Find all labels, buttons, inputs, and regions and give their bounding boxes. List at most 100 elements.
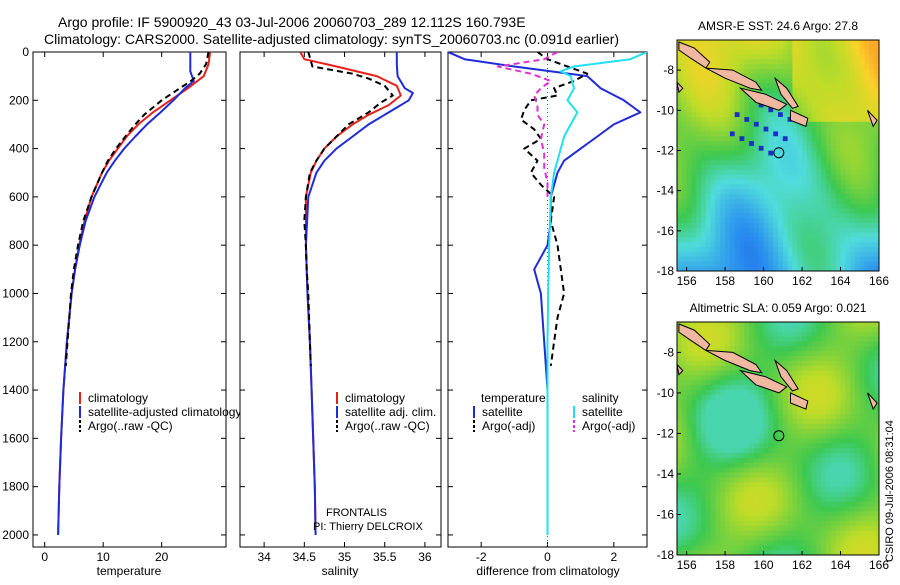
sst_map-cell xyxy=(696,150,702,157)
sst_map-cell xyxy=(701,251,707,258)
sla_map-field-group xyxy=(677,322,879,555)
sst_map-cell xyxy=(874,213,879,219)
sla_map-cell xyxy=(782,428,789,435)
sst_map-cell xyxy=(729,266,736,271)
sst_map-cell xyxy=(773,256,779,262)
sst_map-cell xyxy=(725,102,731,108)
sst_map-cell xyxy=(816,203,822,210)
sst_map-cell xyxy=(744,232,750,238)
sla_map-cell xyxy=(864,423,870,430)
sla_map-cell xyxy=(715,438,721,444)
sla_map-cell xyxy=(705,501,712,508)
sla_map-frame xyxy=(676,321,880,556)
sla_map-cell xyxy=(758,322,765,328)
sst_map-cell xyxy=(778,237,784,243)
sst_map-cell xyxy=(753,237,760,243)
sla_map-cell xyxy=(744,385,750,391)
sst_map-cell xyxy=(739,198,745,205)
sla_map-cell xyxy=(811,331,818,338)
sst_map-cell xyxy=(753,126,760,133)
sla_map-cell xyxy=(778,346,784,352)
sla_map-cell xyxy=(802,326,808,333)
sst_map-xtick-label: 158 xyxy=(715,274,735,288)
sla_map-cell xyxy=(753,530,760,537)
sla_map-cell xyxy=(744,380,750,386)
sla_map-cell xyxy=(792,506,798,512)
sla_map-cell xyxy=(696,423,702,430)
sla_map-cell xyxy=(701,414,707,420)
sla_map-cell xyxy=(739,540,745,546)
sst_map-cell xyxy=(797,203,803,210)
sst_map-cell xyxy=(845,251,851,258)
sst_map-cell xyxy=(691,141,697,147)
sst_map-cell xyxy=(830,256,837,262)
sst_map-cell xyxy=(734,203,741,210)
sst_map-cell xyxy=(830,83,837,89)
sla_map-cell xyxy=(729,467,736,474)
sst_map-cell xyxy=(850,232,856,238)
sla_map-cell xyxy=(874,351,879,357)
sla_map-cell xyxy=(797,467,803,474)
sla_map-cell xyxy=(734,375,741,381)
sst_map-cell xyxy=(677,155,683,161)
sst_map-cell xyxy=(874,40,879,46)
sla_map-cell xyxy=(691,370,697,376)
sla_map-cell xyxy=(840,501,846,508)
sst_map-cell xyxy=(739,49,745,56)
sla_map-cell xyxy=(739,438,745,444)
sla_map-cell xyxy=(845,326,851,333)
sst_map-cell xyxy=(686,242,693,248)
sst_map-cell xyxy=(869,155,875,161)
sla_map-cell xyxy=(763,530,769,537)
sla_map-cell xyxy=(802,511,808,517)
sla_map-cell xyxy=(739,409,745,415)
sst_map-cell xyxy=(792,121,798,128)
sla_map-cell xyxy=(850,394,856,401)
sst_map-cell xyxy=(744,203,750,210)
sst_map-cell xyxy=(744,251,750,258)
sla_map-cell xyxy=(710,482,717,488)
sst_map-cell xyxy=(854,198,861,205)
salinity-panel: 34 34.5 35 35.5 36salinityclimatologysatelli… xyxy=(239,51,442,578)
sst_map-island-1 xyxy=(705,67,763,91)
sla_map-cell xyxy=(720,530,726,537)
sla_map-cell xyxy=(835,360,842,367)
sla_map-cell xyxy=(811,433,818,440)
sst_map-cell xyxy=(739,83,745,89)
sst_map-cell xyxy=(720,112,726,118)
sla_map-cell xyxy=(782,462,789,469)
sla_map-cell xyxy=(734,516,741,522)
sst_map-cell xyxy=(701,194,707,200)
sst_map-cell xyxy=(710,107,717,113)
sst_map-cell xyxy=(802,73,808,80)
sst_map-cell xyxy=(869,59,875,65)
sst_map-cell xyxy=(835,88,842,94)
sst_map-cell xyxy=(705,145,712,152)
sst_map-cell xyxy=(705,189,712,195)
sst_map-cell xyxy=(782,203,789,210)
sst_map-cell xyxy=(859,184,866,190)
sst_map-cell xyxy=(850,222,856,229)
sla_map-cell xyxy=(874,433,879,440)
sla_map-cell xyxy=(701,423,707,430)
sla_map-cell xyxy=(864,506,870,512)
sla_map-cell xyxy=(874,370,879,376)
sla_map-cell xyxy=(715,501,721,508)
sla_map-cell xyxy=(864,545,870,551)
sst_map-cell xyxy=(725,145,731,152)
sla_map-cell xyxy=(869,525,875,532)
sst_map-cell xyxy=(782,222,789,229)
sla_map-cell xyxy=(782,399,789,406)
sla_map-cell xyxy=(864,501,870,508)
sst_map-cell xyxy=(826,160,832,166)
sla_map-cell xyxy=(787,336,794,343)
sst_map-cell xyxy=(677,184,683,190)
sla_map-cell xyxy=(681,457,688,464)
sst_map-cell xyxy=(725,78,731,84)
sla_map-cell xyxy=(778,419,784,425)
sst_map-cell xyxy=(816,54,822,60)
sst_map-ytick-label: -12 xyxy=(657,143,675,157)
sst_map-cell xyxy=(778,266,784,271)
sla_map-cell xyxy=(802,394,808,401)
sla_map-cell xyxy=(749,322,755,328)
